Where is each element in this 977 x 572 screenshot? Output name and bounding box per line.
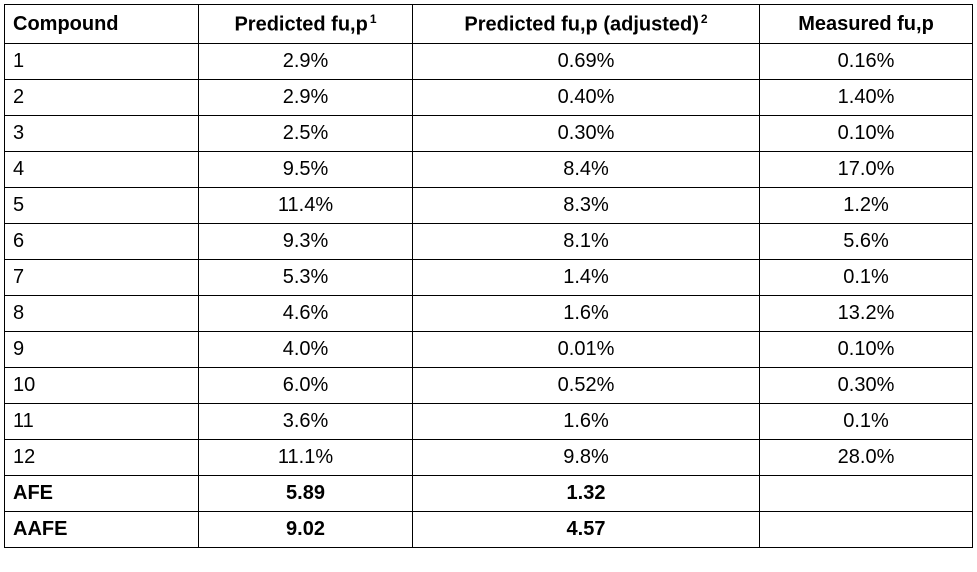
table-cell: 1 [4,43,199,80]
table-row: 8 4.6% 1.6% 13.2% [4,295,973,332]
footnote-mark: 2 [700,11,708,26]
table-cell: 5.6% [759,223,973,260]
summary-row: AAFE 9.02 4.57 [4,511,973,548]
table-cell: 9.5% [198,151,413,188]
table-cell: 0.1% [759,403,973,440]
table-cell: 1.6% [412,295,760,332]
table-cell: 0.69% [412,43,760,80]
column-header: Compound [4,4,199,44]
table-row: 12 11.1% 9.8% 28.0% [4,439,973,476]
table-cell: 7 [4,259,199,296]
table-cell: 0.52% [412,367,760,404]
table-cell: 2 [4,79,199,116]
footnote-mark: 1 [369,11,377,26]
empty-cell [759,511,973,548]
table-cell: 8.4% [412,151,760,188]
table-cell: 9.8% [412,439,760,476]
column-label: Predicted fu,p (adjusted) [464,13,699,36]
table-cell: 0.01% [412,331,760,368]
table-cell: 4.6% [198,295,413,332]
summary-cell: 5.89 [198,475,413,512]
table-row: 4 9.5% 8.4% 17.0% [4,151,973,188]
table-body: 1 2.9% 0.69% 0.16% 2 2.9% 0.40% 1.40% 3 2.5% 0.30%… [4,43,973,548]
table-cell: 5 [4,187,199,224]
table-cell: 1.4% [412,259,760,296]
table-cell: 4.0% [198,331,413,368]
table-cell: 9.3% [198,223,413,260]
table-cell: 0.1% [759,259,973,296]
table-row: 10 6.0% 0.52% 0.30% [4,367,973,404]
table-cell: 1.40% [759,79,973,116]
column-header: Predicted fu,p 1 [198,4,413,44]
column-header: Measured fu,p [759,4,973,44]
summary-cell: AFE [4,475,199,512]
table-cell: 0.10% [759,331,973,368]
table-cell: 2.5% [198,115,413,152]
table-row: 9 4.0% 0.01% 0.10% [4,331,973,368]
table-cell: 4 [4,151,199,188]
data-table: Compound Predicted fu,p 1 Predicted fu,p (a… [4,4,973,548]
column-header: Predicted fu,p (adjusted) 2 [412,4,760,44]
table-cell: 2.9% [198,79,413,116]
table-cell: 1.2% [759,187,973,224]
summary-cell: 4.57 [412,511,760,548]
table-cell: 13.2% [759,295,973,332]
table-cell: 0.16% [759,43,973,80]
table-cell: 28.0% [759,439,973,476]
column-label: Predicted fu,p [234,13,368,36]
table-row: 6 9.3% 8.1% 5.6% [4,223,973,260]
summary-row: AFE 5.89 1.32 [4,475,973,512]
table-cell: 8.3% [412,187,760,224]
table-cell: 3.6% [198,403,413,440]
table-cell: 0.10% [759,115,973,152]
empty-cell [759,475,973,512]
column-label: Measured fu,p [798,12,934,35]
table-row: 7 5.3% 1.4% 0.1% [4,259,973,296]
table-row: 2 2.9% 0.40% 1.40% [4,79,973,116]
table-row: 11 3.6% 1.6% 0.1% [4,403,973,440]
table-cell: 0.30% [412,115,760,152]
table-cell: 3 [4,115,199,152]
table-row: 3 2.5% 0.30% 0.10% [4,115,973,152]
summary-cell: 1.32 [412,475,760,512]
table-cell: 10 [4,367,199,404]
table-cell: 8.1% [412,223,760,260]
table-cell: 12 [4,439,199,476]
summary-cell: 9.02 [198,511,413,548]
table-cell: 17.0% [759,151,973,188]
table-cell: 1.6% [412,403,760,440]
table-cell: 2.9% [198,43,413,80]
table-cell: 11.1% [198,439,413,476]
table-cell: 6.0% [198,367,413,404]
table-row: 1 2.9% 0.69% 0.16% [4,43,973,80]
table-cell: 11 [4,403,199,440]
column-label: Compound [13,12,119,35]
table-cell: 0.30% [759,367,973,404]
table-cell: 6 [4,223,199,260]
table-cell: 11.4% [198,187,413,224]
table-cell: 8 [4,295,199,332]
table-cell: 5.3% [198,259,413,296]
table-row: 5 11.4% 8.3% 1.2% [4,187,973,224]
summary-cell: AAFE [4,511,199,548]
header-row: Compound Predicted fu,p 1 Predicted fu,p (a… [4,4,973,44]
table-cell: 9 [4,331,199,368]
table-cell: 0.40% [412,79,760,116]
